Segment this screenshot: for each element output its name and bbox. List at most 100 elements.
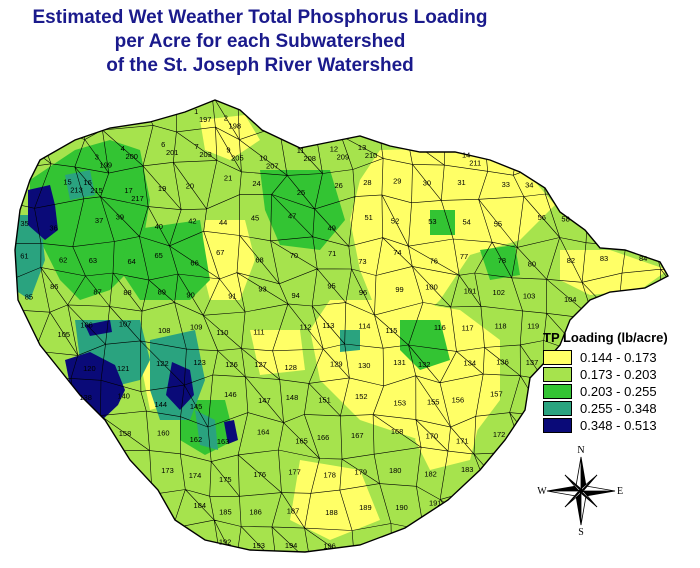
legend-label: 0.173 - 0.203 — [580, 367, 657, 382]
subwatershed-number: 84 — [639, 254, 647, 263]
subwatershed-number: 140 — [117, 392, 130, 401]
subwatershed-number: 89 — [158, 287, 166, 296]
subwatershed-number: 24 — [252, 179, 260, 188]
subwatershed-number: 102 — [492, 288, 505, 297]
subwatershed-number: 4 — [121, 144, 125, 153]
subwatershed-number: 174 — [189, 471, 202, 480]
subwatershed-number: 86 — [50, 282, 58, 291]
legend-swatch — [543, 401, 572, 416]
subwatershed-number: 66 — [190, 258, 198, 267]
subwatershed-number: 104 — [564, 295, 577, 304]
subwatershed-number: 145 — [190, 402, 203, 411]
subwatershed-number: 179 — [355, 467, 368, 476]
subwatershed-number: 168 — [391, 427, 404, 436]
subwatershed-number: 99 — [395, 285, 403, 294]
subwatershed-number: 121 — [117, 364, 130, 373]
compass-south-label: S — [578, 527, 584, 537]
subwatershed-number: 191 — [429, 498, 442, 507]
subwatershed-number: 67 — [216, 248, 224, 257]
compass-east-label: E — [617, 486, 623, 497]
subwatershed-number: 62 — [59, 256, 67, 265]
subwatershed-number: 76 — [430, 257, 438, 266]
subwatershed-number: 45 — [251, 214, 259, 223]
subwatershed-number: 152 — [355, 392, 368, 401]
subwatershed-number: 130 — [358, 361, 371, 370]
subwatershed-number: 68 — [255, 256, 263, 265]
subwatershed-number: 112 — [300, 322, 312, 331]
subwatershed-number: 199 — [100, 160, 113, 169]
legend-swatch — [543, 367, 572, 382]
subwatershed-number: 215 — [90, 186, 103, 195]
subwatershed-number: 178 — [323, 470, 336, 479]
subwatershed-number: 51 — [365, 213, 373, 222]
subwatershed-number: 105 — [58, 330, 71, 339]
subwatershed-number: 61 — [20, 252, 28, 261]
subwatershed-number: 13 — [358, 143, 366, 152]
subwatershed-number: 31 — [457, 178, 465, 187]
subwatershed-number: 2 — [224, 113, 228, 122]
subwatershed-number: 91 — [228, 292, 236, 301]
subwatershed-number: 113 — [322, 321, 334, 330]
subwatershed-number: 35 — [20, 219, 28, 228]
legend-item: 0.348 - 0.513 — [543, 417, 693, 434]
title-line-3: of the St. Joseph River Watershed — [106, 55, 414, 76]
subwatershed-number: 205 — [231, 153, 244, 162]
subwatershed-number: 134 — [464, 359, 477, 368]
subwatershed-number: 74 — [393, 248, 401, 257]
subwatershed-number: 120 — [83, 364, 96, 373]
subwatershed-number: 184 — [194, 501, 207, 510]
compass-rose-icon: N S E W — [537, 445, 623, 537]
subwatershed-number: 176 — [254, 470, 267, 479]
legend-label: 0.144 - 0.173 — [580, 350, 657, 365]
subwatershed-number: 170 — [426, 431, 439, 440]
subwatershed-number: 10 — [259, 154, 267, 163]
legend-label: 0.203 - 0.255 — [580, 384, 657, 399]
subwatershed-number: 160 — [157, 428, 170, 437]
subwatershed-number: 127 — [254, 360, 267, 369]
subwatershed-number: 115 — [386, 326, 398, 335]
subwatershed-number: 158 — [119, 429, 132, 438]
subwatershed-number: 11 — [297, 146, 305, 155]
subwatershed-number: 123 — [193, 358, 206, 367]
subwatershed-number: 25 — [297, 188, 305, 197]
subwatershed-number: 114 — [359, 321, 371, 330]
subwatershed-number: 17 — [124, 186, 132, 195]
subwatershed-number: 198 — [229, 121, 242, 130]
subwatershed-number: 110 — [216, 328, 228, 337]
subwatershed-number: 36 — [49, 224, 57, 233]
legend-label: 0.255 - 0.348 — [580, 401, 657, 416]
title-line-2: per Acre for each Subwatershed — [114, 31, 406, 52]
subwatershed-number: 148 — [286, 393, 299, 402]
subwatershed-number: 29 — [393, 177, 401, 186]
subwatershed-number: 107 — [119, 320, 132, 329]
subwatershed-number: 151 — [318, 396, 331, 405]
subwatershed-number: 119 — [527, 322, 539, 331]
subwatershed-number: 138 — [79, 393, 92, 402]
subwatershed-number: 3 — [95, 152, 99, 161]
subwatershed-number: 85 — [25, 293, 33, 302]
subwatershed-number: 80 — [528, 259, 536, 268]
subwatershed-number: 101 — [464, 287, 477, 296]
legend-item: 0.255 - 0.348 — [543, 400, 693, 417]
subwatershed-number: 33 — [502, 180, 510, 189]
subwatershed-number: 217 — [131, 194, 144, 203]
subwatershed-number: 203 — [199, 150, 212, 159]
compass-west-label: W — [537, 486, 547, 497]
subwatershed-number: 166 — [317, 433, 330, 442]
subwatershed-number: 87 — [93, 287, 101, 296]
subwatershed-number: 208 — [303, 154, 316, 163]
subwatershed-number: 1 — [194, 107, 198, 116]
subwatershed-number: 9 — [226, 145, 230, 154]
subwatershed-number: 64 — [128, 257, 136, 266]
subwatershed-number: 175 — [219, 475, 232, 484]
subwatershed-number: 52 — [391, 217, 399, 226]
subwatershed-number: 21 — [224, 174, 232, 183]
subwatershed-number: 167 — [351, 431, 364, 440]
subwatershed-number: 162 — [190, 435, 203, 444]
subwatershed-number: 90 — [186, 291, 194, 300]
subwatershed-number: 96 — [359, 288, 367, 297]
legend-item: 0.173 - 0.203 — [543, 366, 693, 383]
subwatershed-number: 137 — [526, 358, 539, 367]
subwatershed-number: 65 — [155, 251, 163, 260]
